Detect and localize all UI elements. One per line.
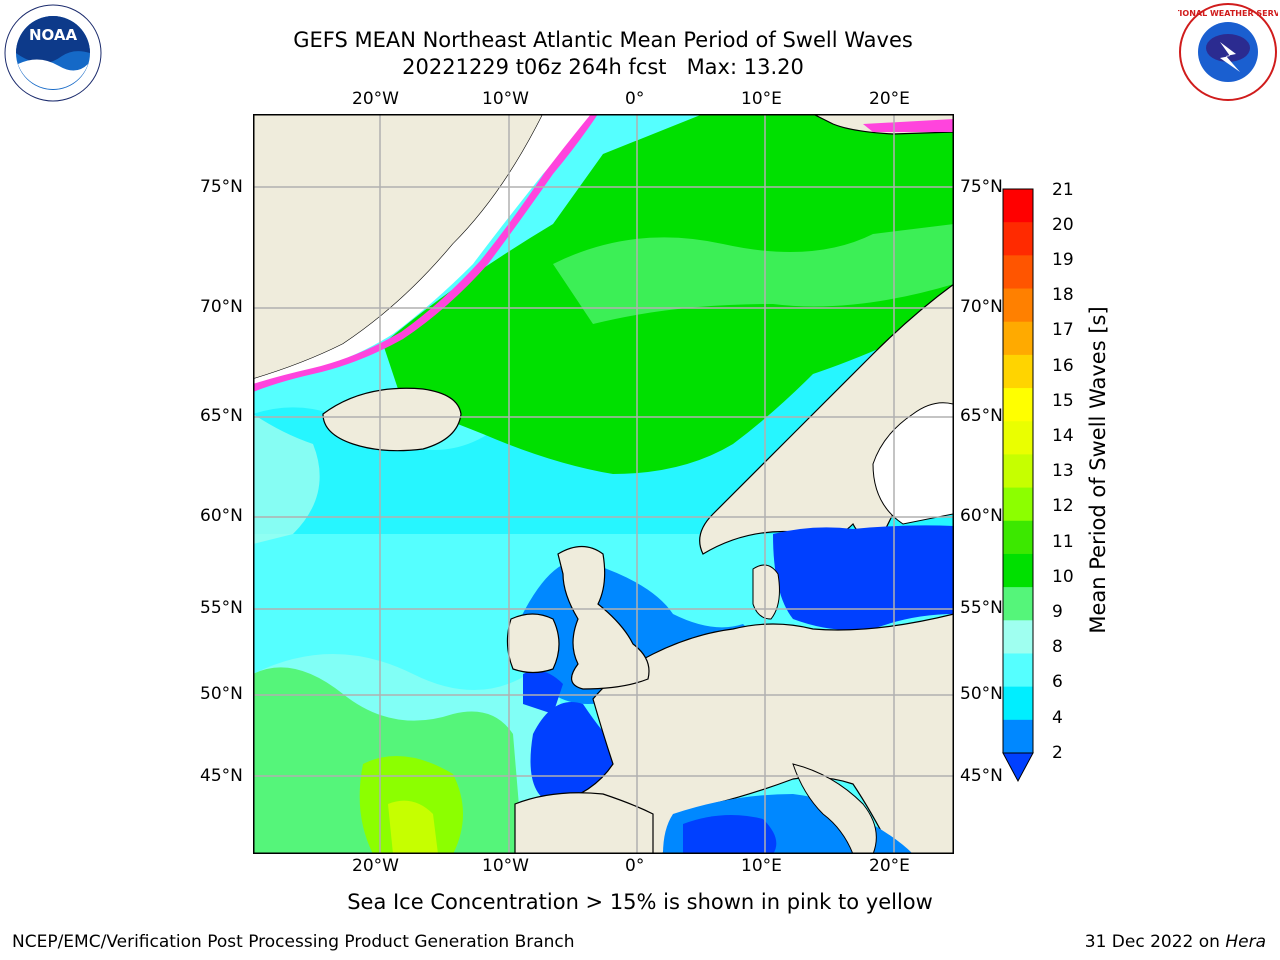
colorbar-tick-8: 8 — [1052, 637, 1063, 657]
colorbar-segment — [1003, 421, 1033, 455]
lon-tick-bottom-10w: 10°W — [482, 856, 529, 876]
colorbar-segment — [1003, 321, 1033, 356]
nws-logo: NATIONAL WEATHER SERVICE — [1162, 2, 1280, 102]
colorbar-tick-15: 15 — [1052, 391, 1074, 411]
lon-tick-top-20w: 20°W — [352, 89, 399, 109]
colorbar-tick-16: 16 — [1052, 356, 1074, 376]
colorbar-segment — [1003, 719, 1033, 754]
footer-left: NCEP/EMC/Verification Post Processing Pr… — [12, 932, 575, 952]
colorbar-tick-13: 13 — [1052, 461, 1074, 481]
colorbar-segment — [1003, 288, 1033, 323]
lat-tick-right-50n: 50°N — [960, 684, 1003, 704]
colorbar-tick-17: 17 — [1052, 320, 1074, 340]
lon-tick-bottom-20e: 20°E — [869, 856, 910, 876]
map-panel — [252, 113, 955, 855]
ocean-pale-west — [253, 414, 320, 544]
lat-tick-left-65n: 65°N — [200, 406, 243, 426]
nws-logo-text: NATIONAL WEATHER SERVICE — [1178, 9, 1278, 18]
lon-tick-top-0: 0° — [625, 89, 645, 109]
lat-tick-right-70n: 70°N — [960, 297, 1003, 317]
colorbar-segment — [1003, 620, 1033, 654]
sea-ice-caption-text: Sea Ice Concentration > 15% is shown in … — [347, 890, 933, 914]
land-denmark — [752, 564, 780, 620]
colorbar-tick-20: 20 — [1052, 215, 1074, 235]
colorbar-tick-10: 10 — [1052, 567, 1074, 587]
sea-ice-caption: Sea Ice Concentration > 15% is shown in … — [0, 890, 1280, 914]
colorbar-segment — [1003, 587, 1033, 621]
colorbar-segment — [1003, 653, 1033, 688]
sea-ice-svalbard — [863, 119, 954, 132]
lat-tick-right-60n: 60°N — [960, 506, 1003, 526]
swell-zone-13s — [388, 800, 438, 854]
lon-tick-bottom-0: 0° — [625, 856, 645, 876]
swell-zone-med-west — [683, 815, 777, 854]
colorbar-tick-12: 12 — [1052, 496, 1074, 516]
lat-tick-left-50n: 50°N — [200, 684, 243, 704]
graticule — [253, 114, 954, 854]
colorbar-svg — [1002, 188, 1034, 783]
colorbar — [1002, 187, 1034, 783]
colorbar-segment — [1003, 520, 1033, 555]
swell-zone-baltic — [773, 525, 954, 631]
footer-date: 31 Dec 2022 on — [1084, 932, 1226, 952]
lat-tick-left-55n: 55°N — [200, 598, 243, 618]
lat-tick-left-75n: 75°N — [200, 177, 243, 197]
lon-tick-bottom-20w: 20°W — [352, 856, 399, 876]
sea-ice-greenland — [253, 114, 593, 389]
lat-tick-left-60n: 60°N — [200, 506, 243, 526]
land-iberia — [514, 792, 654, 855]
colorbar-segment — [1003, 388, 1033, 422]
colorbar-tick-18: 18 — [1052, 285, 1074, 305]
map-title-line1: GEFS MEAN Northeast Atlantic Mean Period… — [293, 28, 913, 52]
colorbar-tick-9: 9 — [1052, 602, 1063, 622]
colorbar-segment — [1003, 454, 1033, 489]
colorbar-label: Mean Period of Swell Waves [s] — [1086, 306, 1110, 634]
colorbar-segment — [1003, 686, 1033, 721]
map-svg — [252, 113, 955, 855]
lat-tick-right-65n: 65°N — [960, 406, 1003, 426]
swell-zone-biscay-dark — [530, 702, 623, 804]
lat-tick-right-45n: 45°N — [960, 766, 1003, 786]
colorbar-tick-14: 14 — [1052, 426, 1074, 446]
swell-zone-channel — [523, 670, 563, 714]
colorbar-segment — [1003, 553, 1033, 588]
swell-zone-9-10s-north — [553, 224, 954, 324]
noaa-logo-text: NOAA — [29, 26, 78, 44]
lon-tick-bottom-10e: 10°E — [741, 856, 782, 876]
colorbar-segment — [1003, 222, 1033, 256]
colorbar-tick-4: 4 — [1052, 708, 1063, 728]
colorbar-segment — [1003, 255, 1033, 290]
colorbar-tick-6: 6 — [1052, 672, 1063, 692]
colorbar-tick-21: 21 — [1052, 180, 1074, 200]
colorbar-segment — [1003, 354, 1033, 389]
colorbar-tick-2: 2 — [1052, 743, 1063, 763]
land-ireland — [506, 613, 560, 674]
lat-tick-right-55n: 55°N — [960, 598, 1003, 618]
map-title-line2: 20221229 t06z 264h fcst Max: 13.20 — [402, 55, 804, 79]
lat-tick-right-75n: 75°N — [960, 177, 1003, 197]
sea-ice-bothnia — [872, 402, 954, 525]
colorbar-segment — [1003, 487, 1033, 522]
colorbar-extension — [1002, 752, 1034, 783]
lat-tick-left-45n: 45°N — [200, 766, 243, 786]
lon-tick-top-20e: 20°E — [869, 89, 910, 109]
noaa-logo: NOAA — [4, 4, 102, 102]
footer-host: Hera — [1225, 932, 1266, 952]
footer-right: 31 Dec 2022 on Hera — [1085, 932, 1266, 952]
lon-tick-top-10e: 10°E — [741, 89, 782, 109]
colorbar-frame — [1002, 188, 1034, 754]
land-iceland — [322, 387, 462, 452]
land-great-britain — [557, 545, 650, 690]
colorbar-segment — [1003, 189, 1033, 223]
lon-tick-top-10w: 10°W — [482, 89, 529, 109]
lat-tick-left-70n: 70°N — [200, 297, 243, 317]
colorbar-tick-11: 11 — [1052, 532, 1074, 552]
map-frame — [253, 114, 954, 854]
colorbar-tick-19: 19 — [1052, 250, 1074, 270]
